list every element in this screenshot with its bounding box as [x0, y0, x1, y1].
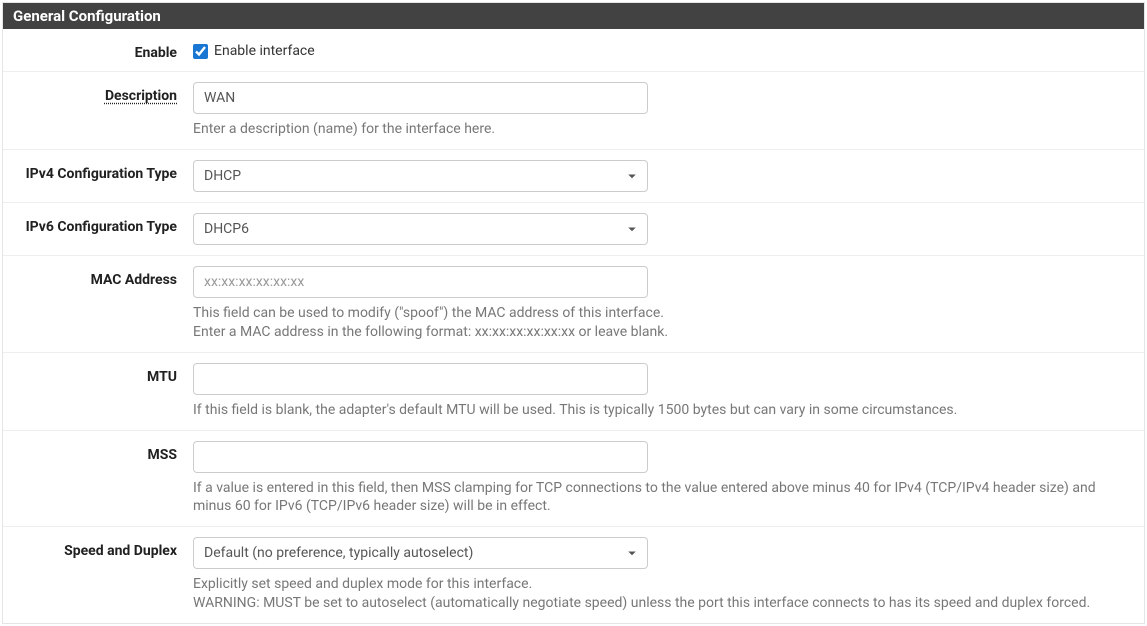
enable-checkbox-label: Enable interface [214, 43, 315, 59]
ipv4-config-label: IPv4 Configuration Type [3, 160, 193, 192]
panel-title: General Configuration [3, 3, 1144, 29]
speed-duplex-row: Speed and Duplex Default (no preference,… [3, 527, 1144, 623]
speed-duplex-select[interactable]: Default (no preference, typically autose… [193, 537, 648, 569]
speed-duplex-label: Speed and Duplex [3, 537, 193, 613]
description-help: Enter a description (name) for the inter… [193, 120, 1124, 139]
enable-checkbox[interactable] [193, 44, 208, 59]
description-input[interactable] [193, 82, 648, 114]
ipv4-config-select[interactable]: DHCP [193, 160, 648, 192]
mac-input[interactable] [193, 266, 648, 298]
ipv4-config-row: IPv4 Configuration Type DHCP [3, 150, 1144, 203]
mac-label: MAC Address [3, 266, 193, 342]
ipv6-config-label: IPv6 Configuration Type [3, 213, 193, 245]
mtu-label: MTU [3, 363, 193, 420]
mac-help: This field can be used to modify ("spoof… [193, 304, 1124, 342]
description-label: Description [3, 82, 193, 139]
ipv6-config-row: IPv6 Configuration Type DHCP6 [3, 203, 1144, 256]
speed-duplex-help: Explicitly set speed and duplex mode for… [193, 575, 1124, 613]
description-row: Description Enter a description (name) f… [3, 72, 1144, 150]
mtu-row: MTU If this field is blank, the adapter'… [3, 353, 1144, 431]
mtu-input[interactable] [193, 363, 648, 395]
mss-row: MSS If a value is entered in this field,… [3, 431, 1144, 528]
mss-help: If a value is entered in this field, the… [193, 479, 1124, 517]
mac-row: MAC Address This field can be used to mo… [3, 256, 1144, 353]
general-config-panel: General Configuration Enable Enable inte… [2, 2, 1145, 624]
enable-row: Enable Enable interface [3, 29, 1144, 72]
enable-label: Enable [3, 39, 193, 61]
mss-input[interactable] [193, 441, 648, 473]
mtu-help: If this field is blank, the adapter's de… [193, 401, 1124, 420]
ipv6-config-select[interactable]: DHCP6 [193, 213, 648, 245]
mss-label: MSS [3, 441, 193, 517]
